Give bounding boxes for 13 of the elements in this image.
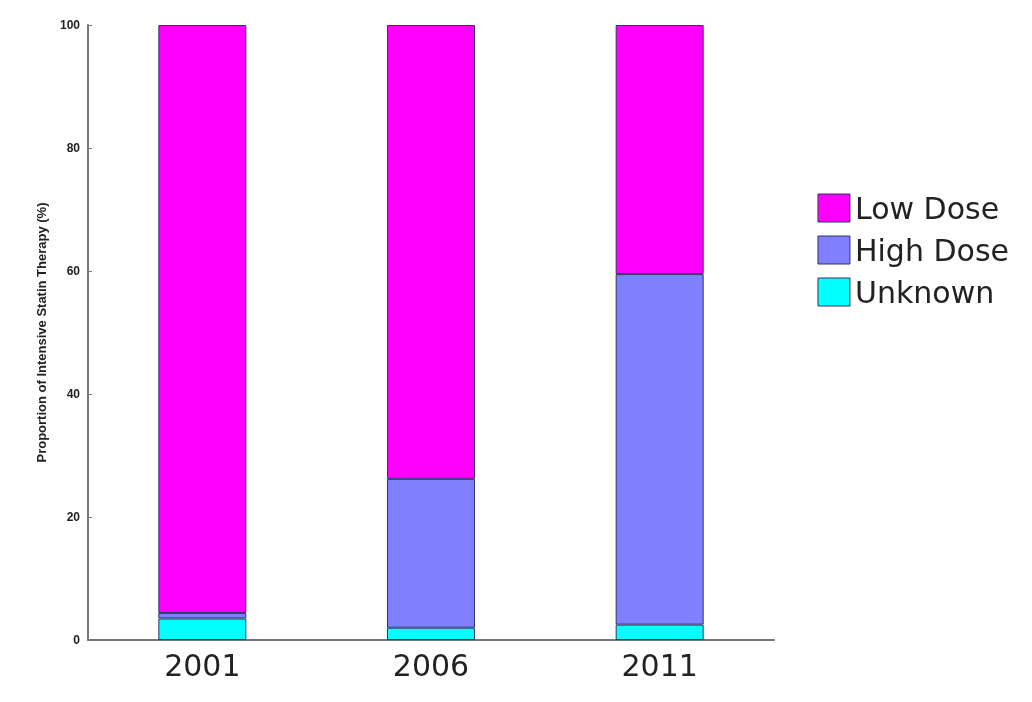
legend-label: High Dose bbox=[854, 232, 1009, 268]
legend-label: Low Dose bbox=[854, 190, 1000, 226]
y-tick-label: 40 bbox=[66, 387, 81, 401]
y-axis-title: Proportion of Intensive Statin Therapy (%) bbox=[34, 202, 49, 463]
y-tick-label: 80 bbox=[66, 141, 81, 155]
x-tick-label: 2001 bbox=[164, 647, 241, 683]
y-tick-label: 20 bbox=[66, 510, 81, 524]
y-tick-label: 60 bbox=[66, 264, 81, 278]
x-tick-label: 2006 bbox=[392, 647, 470, 683]
legend-label: Unknown bbox=[854, 274, 995, 310]
y-tick-label: 100 bbox=[59, 18, 81, 32]
x-tick-label: 2011 bbox=[621, 647, 698, 683]
y-tick-label: 0 bbox=[73, 633, 81, 647]
